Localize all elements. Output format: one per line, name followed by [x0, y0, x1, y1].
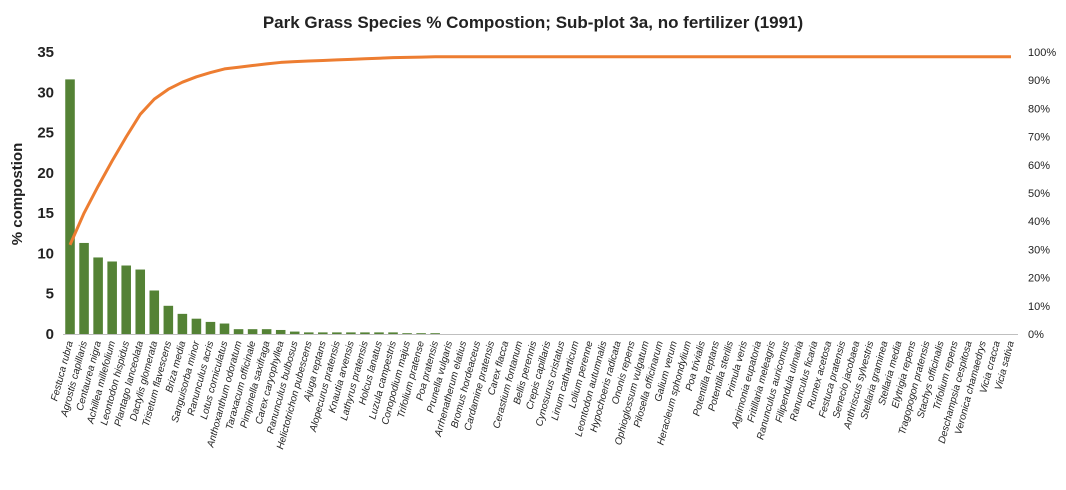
y2-tick-label: 30% [1028, 244, 1050, 256]
bar [233, 329, 244, 334]
bar [121, 265, 131, 334]
cumulative-line-group [68, 55, 1011, 246]
bar [275, 329, 286, 334]
bar [247, 329, 258, 334]
y-tick-label: 20 [37, 165, 54, 182]
y-tick-label: 35 [37, 44, 54, 61]
y-tick-label: 5 [46, 286, 54, 303]
bar [261, 329, 272, 334]
bar [388, 332, 398, 334]
y2-tick-label: 80% [1028, 103, 1050, 115]
y2-tick-label: 10% [1028, 301, 1050, 313]
bar [318, 332, 328, 334]
y-tick-label: 10 [37, 245, 54, 262]
bar [219, 323, 230, 334]
y2-tick-label: 40% [1028, 216, 1050, 228]
bar [135, 269, 146, 334]
bar [402, 333, 412, 334]
y2-ticks-group: 0% 10% 20% 30% 40% 50% 60% 70% 80% 90% 100% [1028, 47, 1056, 341]
y2-tick-label: 20% [1028, 273, 1050, 285]
y2-tick-label: 60% [1028, 160, 1050, 172]
y-tick-label: 30 [37, 84, 54, 101]
y2-tick-label: 90% [1028, 75, 1050, 87]
y2-tick-label: 0% [1028, 329, 1044, 341]
bar [360, 332, 370, 334]
bar [79, 242, 89, 334]
bar [304, 332, 314, 334]
bar [93, 257, 103, 334]
y-axis-label: % compostion [9, 143, 26, 246]
cumulative-line [68, 55, 1011, 246]
bar [191, 318, 202, 334]
bar [65, 79, 75, 334]
bars-group [65, 79, 440, 334]
bar [205, 321, 216, 334]
bar [163, 305, 174, 334]
y-tick-label: 0 [46, 326, 54, 343]
bar [430, 333, 440, 334]
bar [416, 333, 426, 334]
y2-tick-label: 70% [1028, 132, 1050, 144]
bar [177, 313, 188, 334]
y2-tick-label: 100% [1028, 47, 1056, 59]
bar [289, 331, 300, 334]
y-tick-label: 25 [37, 125, 54, 142]
bar [346, 332, 356, 334]
bar [107, 261, 117, 334]
y2-tick-label: 50% [1028, 188, 1050, 200]
y-ticks-group: 0 5 10 15 20 25 30 35 [37, 44, 54, 343]
chart-title: Park Grass Species % Compostion; Sub-plo… [263, 13, 803, 32]
bar [149, 290, 160, 334]
y-tick-label: 15 [37, 205, 54, 222]
bar [332, 332, 342, 334]
bar [374, 332, 384, 334]
